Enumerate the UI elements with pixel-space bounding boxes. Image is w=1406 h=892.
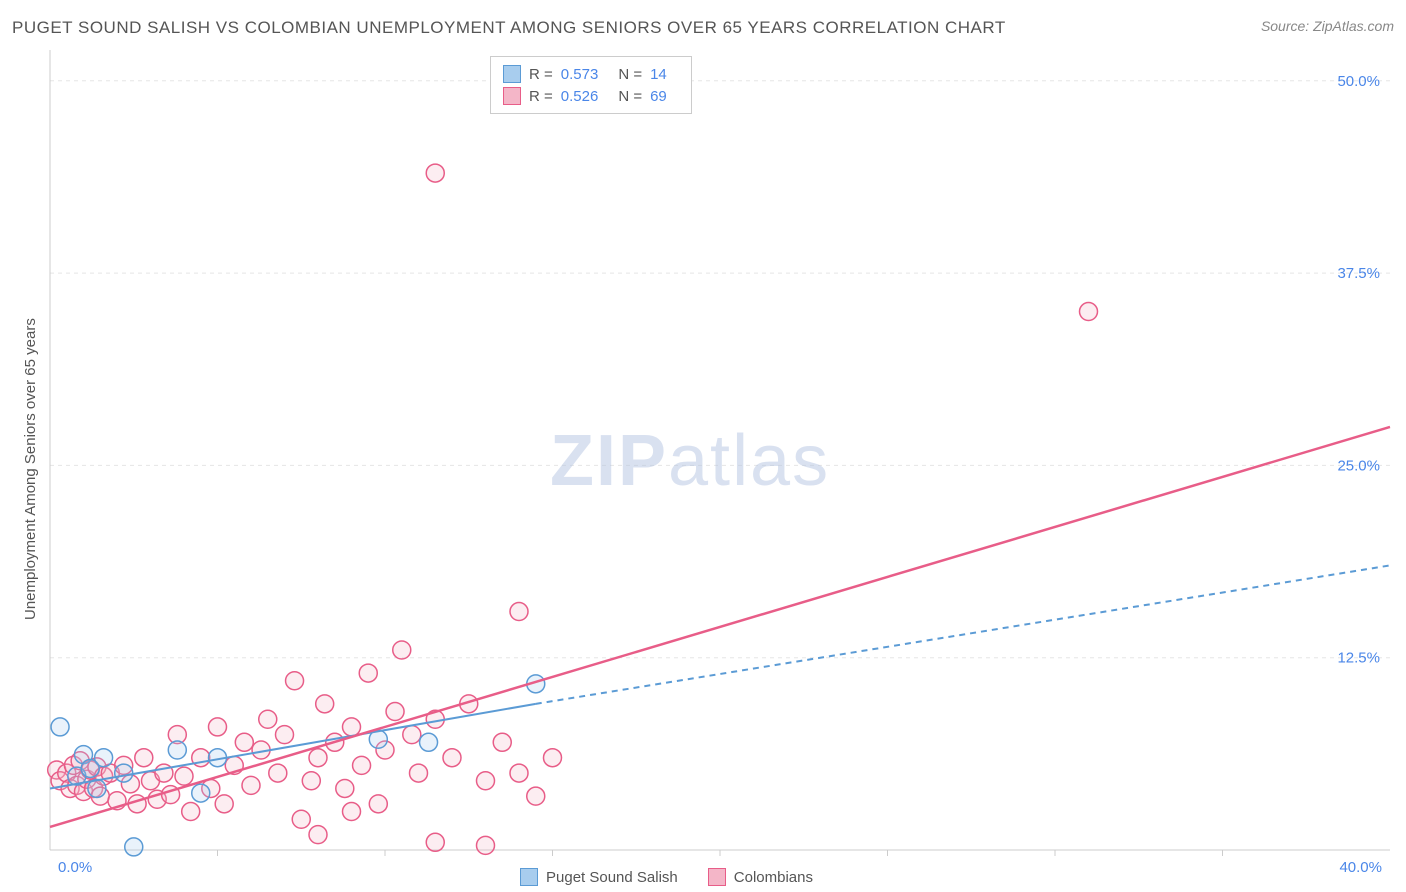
data-point (510, 603, 528, 621)
data-point (410, 764, 428, 782)
trend-line (50, 704, 536, 789)
data-point (403, 726, 421, 744)
data-point (302, 772, 320, 790)
data-point (125, 838, 143, 856)
data-point (426, 164, 444, 182)
legend-swatch (503, 65, 521, 83)
data-point (292, 810, 310, 828)
scatter-plot-svg: 12.5% 25.0% 37.5% 50.0% 0.0% 40.0% (0, 0, 1406, 892)
data-point (115, 764, 133, 782)
legend-swatch (520, 868, 538, 886)
data-point (95, 749, 113, 767)
data-point (477, 772, 495, 790)
trend-line-extrapolated (536, 565, 1390, 703)
data-point (242, 776, 260, 794)
data-point (420, 733, 438, 751)
data-point (51, 718, 69, 736)
chart-container: PUGET SOUND SALISH VS COLOMBIAN UNEMPLOY… (0, 0, 1406, 892)
data-point (359, 664, 377, 682)
data-point (182, 803, 200, 821)
legend-r-value: 0.526 (561, 88, 599, 105)
legend-n-label: N = (618, 66, 642, 83)
legend-n-value: 14 (650, 66, 667, 83)
series-legend: Puget Sound Salish Colombians (520, 868, 813, 886)
legend-swatch (708, 868, 726, 886)
legend-r-label: R = (529, 66, 553, 83)
data-point (369, 795, 387, 813)
data-point (343, 803, 361, 821)
data-point (353, 756, 371, 774)
data-point (235, 733, 253, 751)
data-point (309, 749, 327, 767)
data-point (336, 779, 354, 797)
data-point (1080, 303, 1098, 321)
data-point (343, 718, 361, 736)
data-point (477, 836, 495, 854)
trend-line (50, 427, 1390, 827)
data-point (510, 764, 528, 782)
data-point (168, 741, 186, 759)
y-tick-label: 25.0% (1337, 457, 1380, 474)
legend-row: R = 0.573 N = 14 (503, 63, 679, 85)
data-point (135, 749, 153, 767)
data-point (393, 641, 411, 659)
legend-item: Puget Sound Salish (520, 868, 678, 886)
data-point (426, 833, 444, 851)
data-point (259, 710, 277, 728)
legend-n-label: N = (618, 88, 642, 105)
y-tick-label: 50.0% (1337, 73, 1380, 90)
data-point (316, 695, 334, 713)
data-point (192, 784, 210, 802)
data-point (527, 787, 545, 805)
data-point (209, 718, 227, 736)
correlation-legend: R = 0.573 N = 14 R = 0.526 N = 69 (490, 56, 692, 114)
data-point (544, 749, 562, 767)
legend-row: R = 0.526 N = 69 (503, 85, 679, 107)
data-point (215, 795, 233, 813)
data-point (276, 726, 294, 744)
legend-label: Colombians (734, 869, 813, 886)
legend-item: Colombians (708, 868, 813, 886)
data-point (443, 749, 461, 767)
x-tick-label: 40.0% (1339, 859, 1382, 876)
legend-r-label: R = (529, 88, 553, 105)
data-point (309, 826, 327, 844)
data-point (175, 767, 193, 785)
data-point (286, 672, 304, 690)
data-point (269, 764, 287, 782)
y-tick-label: 37.5% (1337, 265, 1380, 282)
legend-r-value: 0.573 (561, 66, 599, 83)
y-tick-label: 12.5% (1337, 650, 1380, 667)
data-point (386, 703, 404, 721)
legend-n-value: 69 (650, 88, 667, 105)
data-point (493, 733, 511, 751)
x-tick-label: 0.0% (58, 859, 92, 876)
legend-label: Puget Sound Salish (546, 869, 678, 886)
legend-swatch (503, 87, 521, 105)
